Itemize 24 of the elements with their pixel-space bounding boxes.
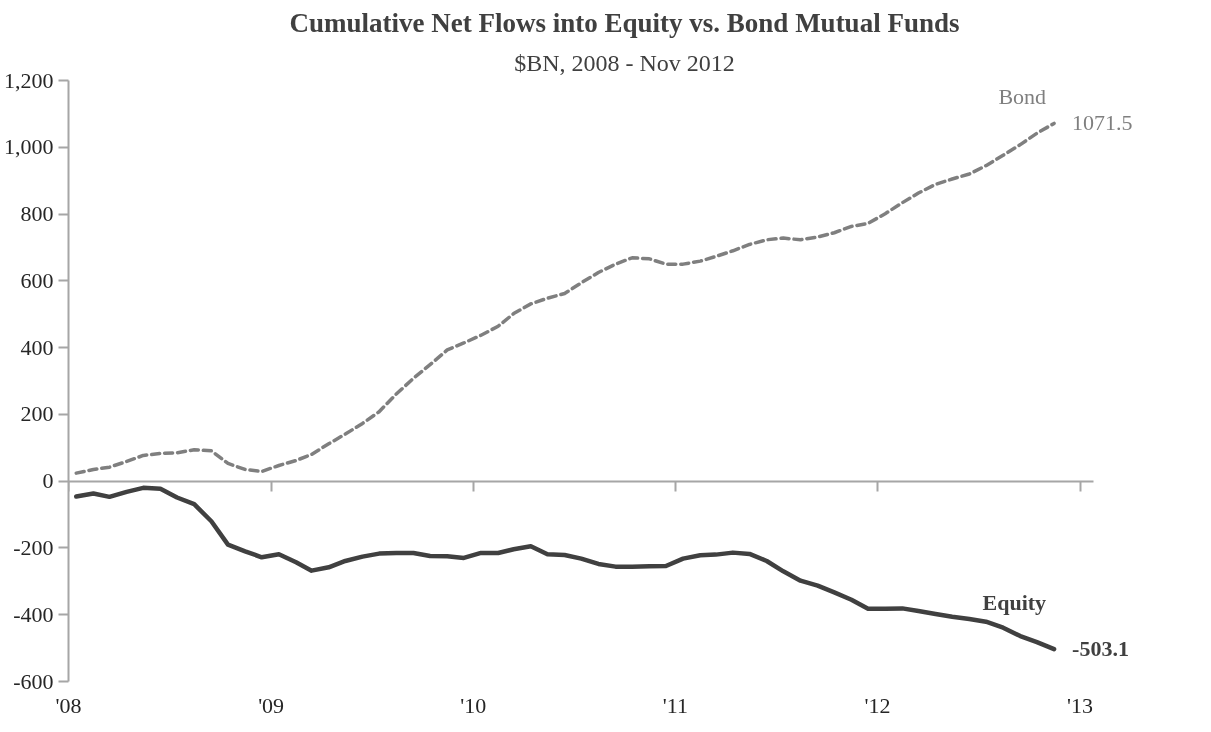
y-tick-label: 200 bbox=[20, 401, 54, 427]
y-tick-label: 0 bbox=[42, 468, 54, 494]
y-tick-label: -600 bbox=[13, 668, 54, 694]
chart-title: Cumulative Net Flows into Equity vs. Bond Mutual Funds bbox=[289, 7, 960, 38]
y-tick-label: 600 bbox=[20, 267, 54, 293]
data-label: -503.1 bbox=[1072, 636, 1129, 662]
series-label: Bond bbox=[998, 84, 1047, 110]
x-tick-label: '10 bbox=[460, 692, 487, 718]
y-tick-label: 800 bbox=[20, 201, 54, 227]
y-tick-label: -400 bbox=[13, 601, 54, 627]
series-label: Equity bbox=[982, 590, 1047, 616]
line-series bbox=[74, 485, 1057, 652]
y-tick-label: 400 bbox=[20, 334, 54, 360]
x-tick-label: '13 bbox=[1067, 692, 1094, 718]
x-tick-label: '12 bbox=[864, 692, 891, 718]
chart-subtitle: $BN, 2008 - Nov 2012 bbox=[514, 49, 735, 76]
x-tick-label: '09 bbox=[258, 692, 285, 718]
data-label: 1071.5 bbox=[1072, 110, 1133, 136]
y-tick-label: -200 bbox=[13, 534, 54, 560]
y-tick-label: 1,200 bbox=[4, 67, 54, 93]
x-tick-label: '11 bbox=[662, 692, 688, 718]
y-tick-label: 1,000 bbox=[4, 134, 54, 160]
line-series bbox=[74, 121, 1056, 475]
x-tick-label: '08 bbox=[55, 692, 82, 718]
